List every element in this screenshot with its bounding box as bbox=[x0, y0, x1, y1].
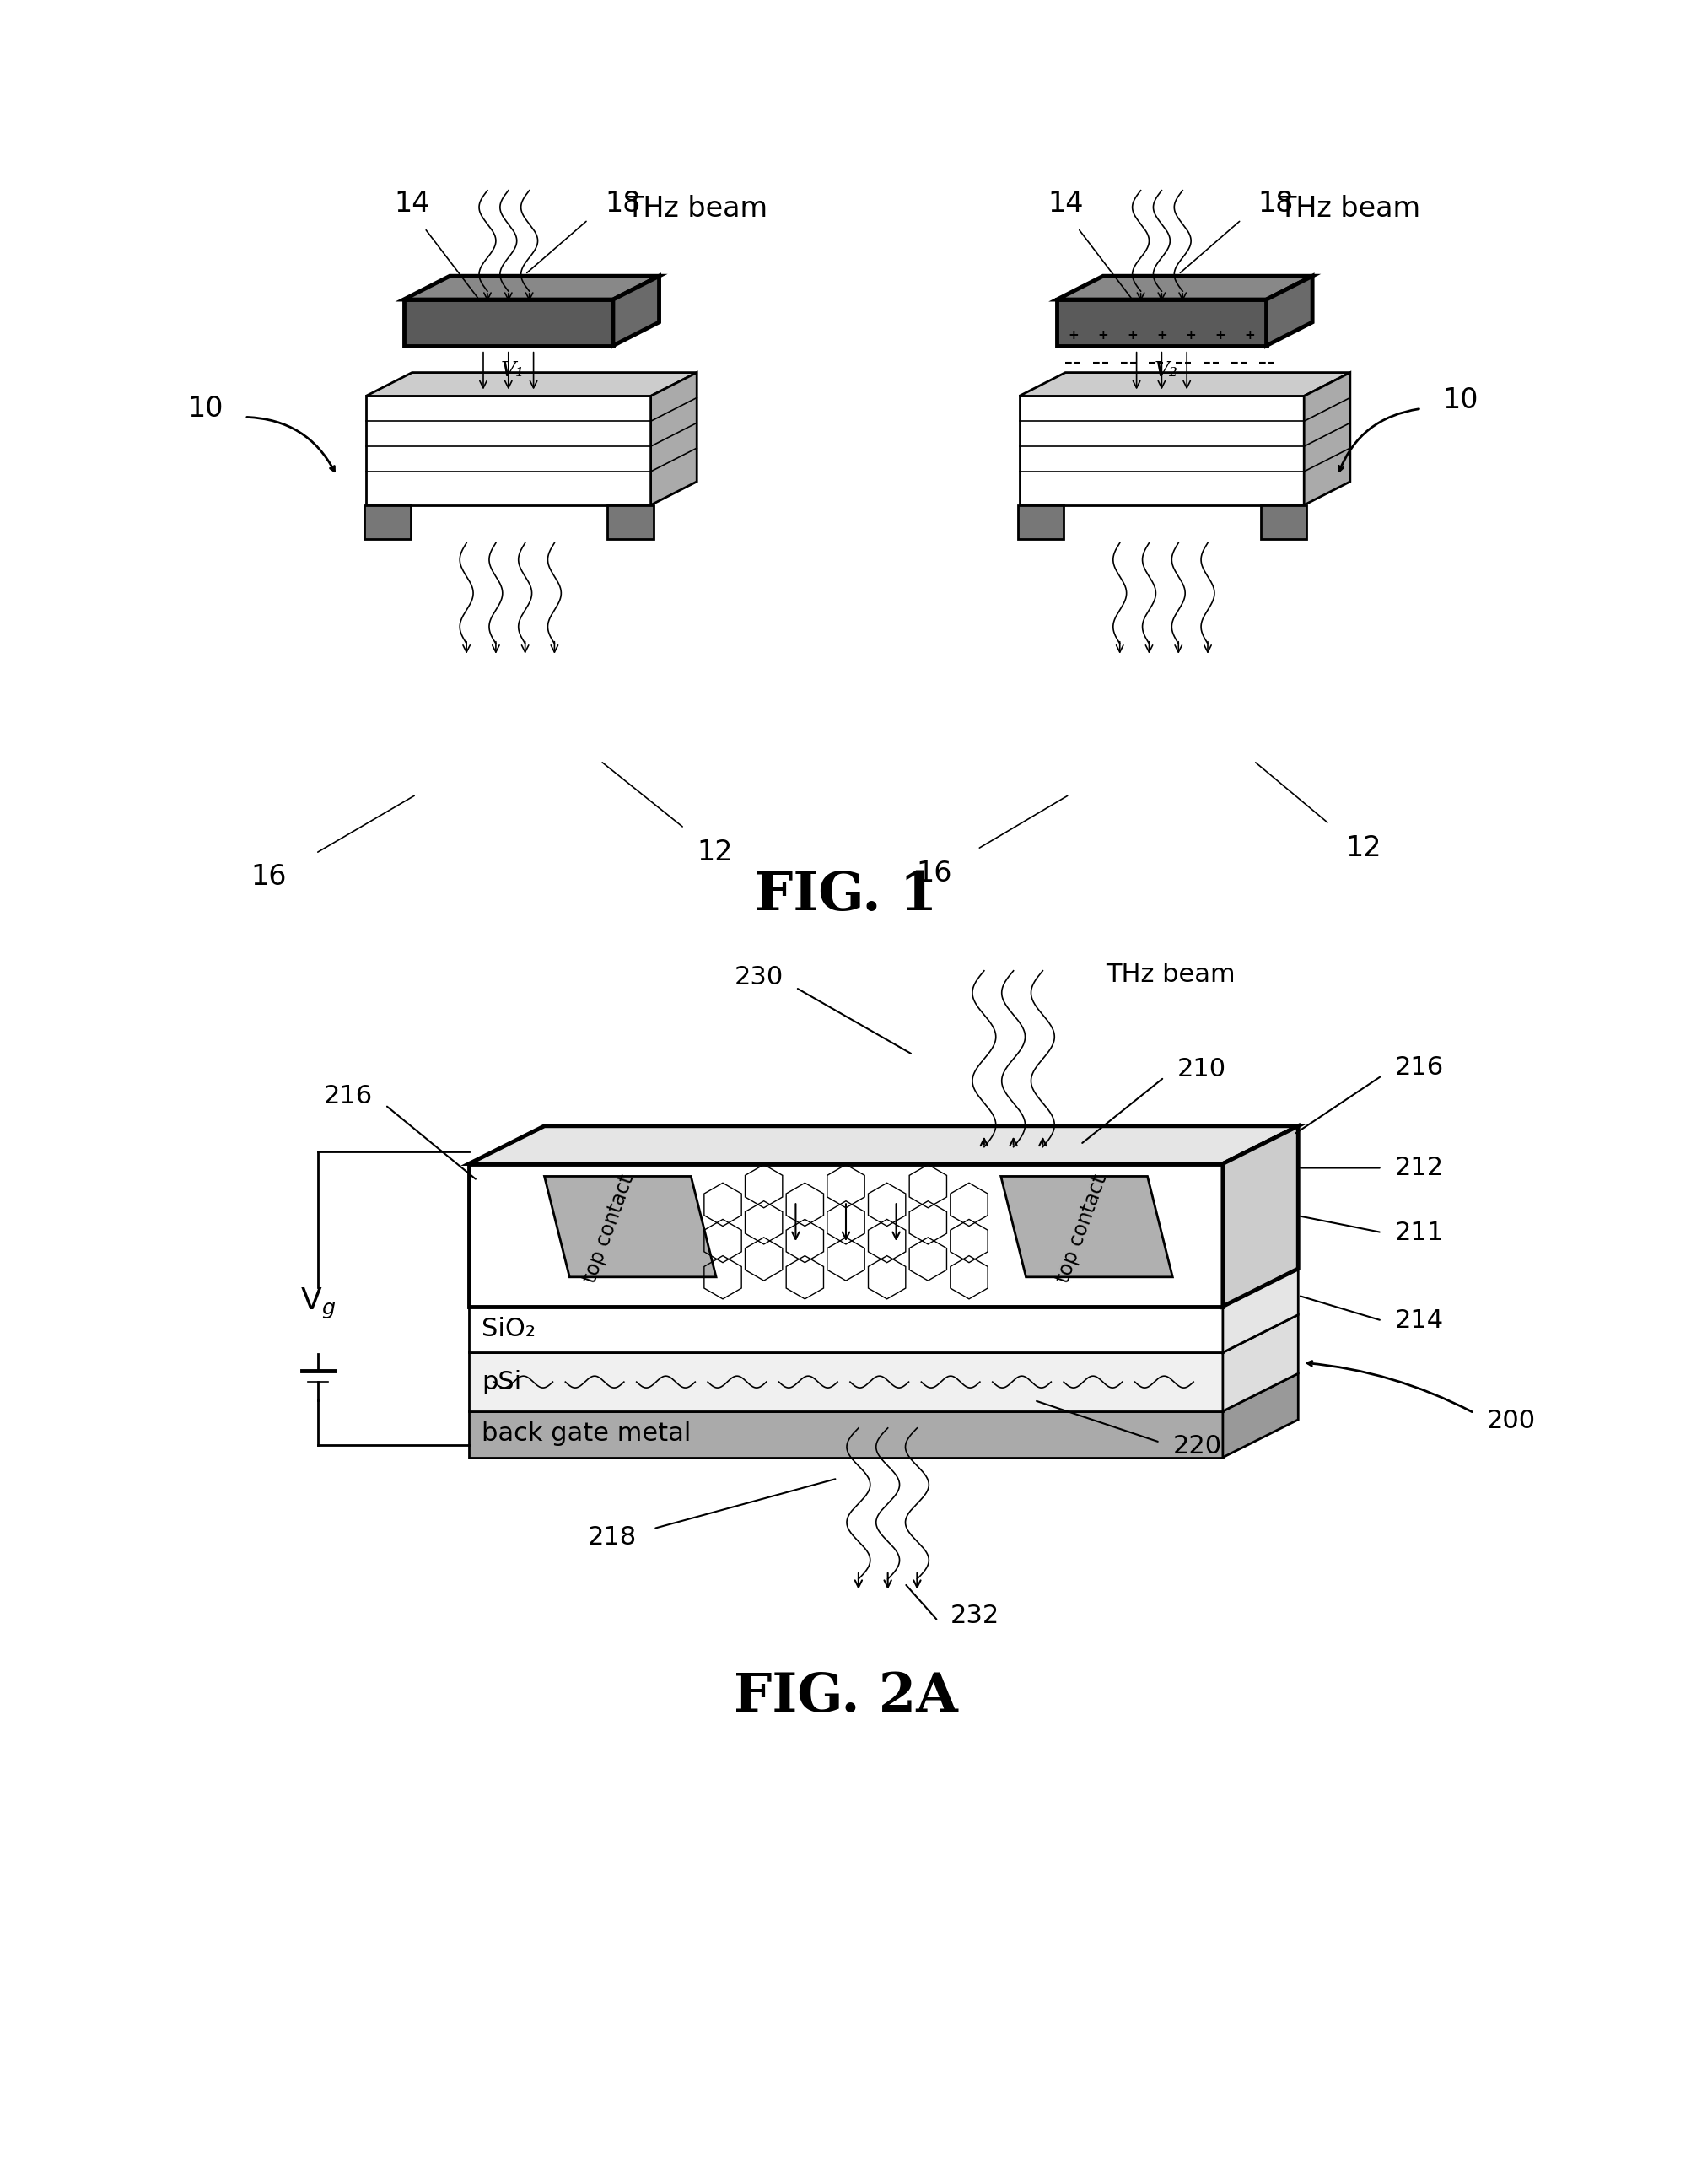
Polygon shape bbox=[468, 1306, 1223, 1352]
Text: top contact: top contact bbox=[580, 1171, 638, 1284]
Text: 230: 230 bbox=[734, 965, 783, 989]
Text: top contact: top contact bbox=[1052, 1171, 1111, 1284]
Text: +: + bbox=[1185, 330, 1196, 343]
Polygon shape bbox=[365, 395, 651, 505]
Text: V₂: V₂ bbox=[1153, 360, 1177, 380]
Polygon shape bbox=[468, 1315, 1297, 1352]
Text: 218: 218 bbox=[587, 1524, 636, 1548]
Polygon shape bbox=[468, 1411, 1223, 1457]
Text: V$_g$: V$_g$ bbox=[301, 1286, 337, 1321]
Polygon shape bbox=[1304, 373, 1349, 505]
Text: 200: 200 bbox=[1486, 1409, 1535, 1433]
Text: 12: 12 bbox=[1346, 834, 1382, 863]
Text: 16: 16 bbox=[250, 863, 286, 891]
Polygon shape bbox=[1223, 1269, 1297, 1352]
Text: 212: 212 bbox=[1393, 1155, 1442, 1179]
Text: 210: 210 bbox=[1177, 1057, 1226, 1081]
Polygon shape bbox=[468, 1374, 1297, 1411]
Text: 216: 216 bbox=[323, 1085, 372, 1109]
Text: +: + bbox=[1155, 330, 1167, 343]
Text: THz beam: THz beam bbox=[1104, 963, 1234, 987]
Text: THz beam: THz beam bbox=[1278, 194, 1420, 223]
Text: back gate metal: back gate metal bbox=[482, 1422, 690, 1446]
Polygon shape bbox=[1223, 1374, 1297, 1457]
Polygon shape bbox=[545, 1177, 715, 1278]
Polygon shape bbox=[651, 373, 697, 505]
Polygon shape bbox=[1018, 395, 1304, 505]
Polygon shape bbox=[1223, 1127, 1297, 1306]
Polygon shape bbox=[468, 1269, 1297, 1306]
Text: 14: 14 bbox=[1047, 190, 1082, 216]
Text: FIG. 2A: FIG. 2A bbox=[734, 1671, 957, 1723]
Polygon shape bbox=[1018, 373, 1349, 395]
Bar bbox=[364, 505, 411, 539]
Polygon shape bbox=[468, 1352, 1223, 1411]
Text: 10: 10 bbox=[1441, 387, 1478, 415]
Text: 232: 232 bbox=[950, 1603, 999, 1627]
Polygon shape bbox=[1267, 275, 1312, 345]
Text: 216: 216 bbox=[1393, 1055, 1442, 1079]
Text: +: + bbox=[1097, 330, 1108, 343]
Text: 14: 14 bbox=[394, 190, 430, 216]
Text: +: + bbox=[1067, 330, 1079, 343]
Text: 220: 220 bbox=[1172, 1435, 1221, 1459]
Polygon shape bbox=[1057, 275, 1312, 299]
Text: SiO₂: SiO₂ bbox=[482, 1317, 536, 1341]
Bar bbox=[607, 505, 653, 539]
Text: V₁: V₁ bbox=[501, 360, 524, 380]
Text: 18: 18 bbox=[1258, 190, 1294, 216]
Text: +: + bbox=[1126, 330, 1136, 343]
Text: 214: 214 bbox=[1393, 1308, 1442, 1332]
Text: 10: 10 bbox=[188, 395, 223, 422]
Polygon shape bbox=[404, 299, 612, 345]
Polygon shape bbox=[1057, 299, 1267, 345]
Text: FIG. 1: FIG. 1 bbox=[754, 869, 937, 922]
Text: 18: 18 bbox=[604, 190, 641, 216]
Polygon shape bbox=[1223, 1315, 1297, 1411]
Text: +: + bbox=[1214, 330, 1224, 343]
Polygon shape bbox=[612, 275, 659, 345]
Text: THz beam: THz beam bbox=[626, 194, 768, 223]
Text: 16: 16 bbox=[917, 860, 952, 889]
Text: pSi: pSi bbox=[482, 1369, 521, 1393]
Text: 211: 211 bbox=[1393, 1221, 1442, 1245]
Polygon shape bbox=[1001, 1177, 1172, 1278]
Bar bbox=[1016, 505, 1064, 539]
Bar bbox=[1260, 505, 1305, 539]
Polygon shape bbox=[365, 373, 697, 395]
Text: +: + bbox=[1243, 330, 1255, 343]
Polygon shape bbox=[404, 275, 659, 299]
Text: 12: 12 bbox=[697, 839, 732, 867]
Polygon shape bbox=[468, 1164, 1223, 1306]
Polygon shape bbox=[468, 1127, 1297, 1164]
